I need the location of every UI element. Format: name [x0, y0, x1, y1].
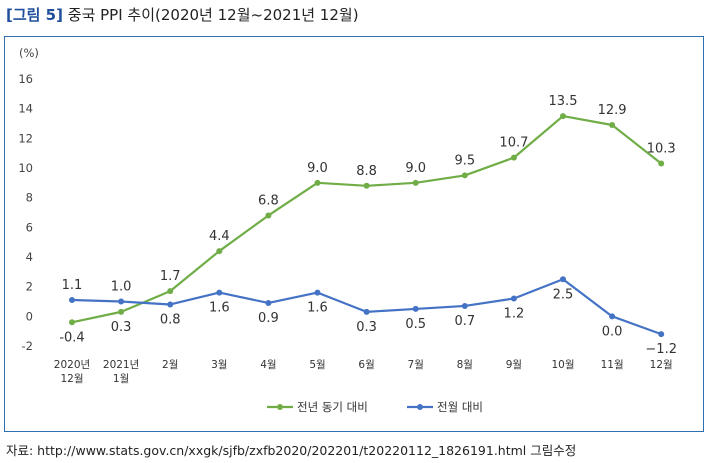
- x-tick-label: 7월: [408, 359, 424, 371]
- data-label-series-1: 9.5: [454, 153, 475, 168]
- x-tick-label: 2월: [162, 359, 178, 371]
- data-label-series-2: 2.5: [553, 287, 574, 302]
- data-point-series-1: [69, 319, 75, 326]
- data-label-series-2: 0.3: [356, 320, 377, 335]
- x-tick-label: 11월: [601, 359, 624, 371]
- y-tick-label: 14: [18, 102, 33, 116]
- data-point-series-2: [216, 289, 223, 296]
- y-tick-label: 0: [26, 309, 33, 323]
- data-label-series-2: 1.6: [209, 301, 230, 316]
- data-label-series-1: 12.9: [598, 103, 627, 118]
- data-label-series-1: 9.0: [405, 161, 426, 176]
- y-tick-label: 6: [26, 220, 33, 234]
- data-point-series-2: [510, 295, 517, 302]
- x-tick-label: 2021년: [103, 359, 139, 371]
- data-label-series-2: 0.9: [258, 311, 279, 326]
- x-tick-label: 8월: [457, 359, 473, 371]
- legend-label: 전월 대비: [437, 400, 483, 414]
- data-label-series-2: 0.8: [160, 312, 181, 327]
- x-tick-label: 9월: [506, 359, 522, 371]
- data-point-series-2: [658, 331, 665, 338]
- source-note: 자료: http://www.stats.gov.cn/xxgk/sjfb/zx…: [6, 443, 577, 458]
- data-point-series-2: [412, 305, 419, 312]
- data-label-series-1: 4.4: [209, 229, 230, 244]
- data-label-series-2: 0.5: [405, 317, 426, 332]
- data-point-series-2: [265, 299, 272, 306]
- x-tick-label: 4월: [260, 359, 276, 371]
- data-label-series-1: 8.8: [356, 164, 377, 179]
- data-label-series-2: 1.0: [111, 280, 132, 295]
- y-tick-label: 16: [18, 72, 33, 86]
- data-point-series-1: [265, 212, 272, 219]
- data-label-series-2: 1.6: [307, 301, 328, 316]
- data-point-series-1: [412, 179, 419, 186]
- data-point-series-1: [118, 308, 125, 315]
- y-tick-label: -2: [22, 339, 33, 353]
- data-label-series-2: 1.2: [504, 307, 525, 322]
- data-point-series-2: [461, 302, 468, 309]
- x-tick-label: 3월: [211, 359, 227, 371]
- data-label-series-1: 13.5: [549, 94, 578, 109]
- data-label-series-2: 0.0: [602, 324, 623, 339]
- data-point-series-2: [560, 276, 566, 283]
- y-tick-label: 8: [26, 191, 33, 205]
- x-tick-label: 6월: [358, 359, 374, 371]
- data-label-series-1: 10.7: [499, 136, 528, 151]
- y-tick-label: 2: [26, 280, 33, 294]
- data-point-series-2: [363, 308, 370, 315]
- data-point-series-1: [461, 172, 468, 179]
- data-point-series-2: [314, 289, 321, 296]
- legend-label: 전년 동기 대비: [297, 400, 368, 414]
- data-point-series-1: [314, 179, 321, 186]
- figure-tag: [그림 5]: [6, 6, 63, 24]
- data-point-series-1: [167, 288, 174, 295]
- figure-title-row: [그림 5] 중국 PPI 추이(2020년 12월~2021년 12월): [6, 4, 359, 25]
- y-axis-unit: (%): [19, 46, 39, 60]
- data-point-series-2: [69, 297, 75, 304]
- data-point-series-2: [609, 313, 616, 320]
- y-tick-label: 10: [18, 161, 33, 175]
- y-tick-label: 12: [18, 131, 33, 145]
- data-point-series-1: [658, 160, 665, 167]
- x-tick-label: 12월: [60, 373, 83, 385]
- line-chart: (%) -2 0 2 4 6 8 10 12 14 16 2020년 12월 2021년 1월 2월 3월 4월 5…: [18, 46, 677, 414]
- data-point-series-2: [118, 298, 125, 305]
- data-label-series-1: 6.8: [258, 193, 279, 208]
- chart-frame: (%) -2 0 2 4 6 8 10 12 14 16 2020년 12월 2021년 1월 2월 3월 4월 5…: [4, 36, 704, 432]
- legend-marker-2: [417, 404, 423, 410]
- data-point-series-2: [167, 301, 174, 308]
- x-tick-label: 10월: [551, 359, 574, 371]
- data-label-series-1: 1.7: [160, 269, 181, 284]
- data-point-series-1: [510, 154, 517, 161]
- y-tick-label: 4: [26, 250, 33, 264]
- x-tick-label: 12월: [650, 359, 673, 371]
- data-point-series-1: [609, 121, 616, 128]
- data-label-series-1: 9.0: [307, 161, 328, 176]
- data-label-series-1: 10.3: [647, 142, 676, 157]
- x-tick-label: 1월: [113, 373, 129, 385]
- data-label-series-2: 1.1: [62, 278, 83, 293]
- x-tick-label: 2020년: [54, 359, 90, 371]
- data-point-series-1: [216, 248, 223, 255]
- data-label-series-2: −1.2: [645, 342, 677, 357]
- data-point-series-1: [363, 182, 370, 189]
- x-tick-label: 5월: [309, 359, 325, 371]
- figure-title: 중국 PPI 추이(2020년 12월~2021년 12월): [67, 6, 359, 24]
- data-label-series-1: -0.4: [59, 330, 84, 345]
- data-point-series-1: [560, 113, 566, 120]
- legend-marker-1: [277, 404, 283, 410]
- data-label-series-1: 0.3: [111, 320, 132, 335]
- data-label-series-2: 0.7: [454, 314, 475, 329]
